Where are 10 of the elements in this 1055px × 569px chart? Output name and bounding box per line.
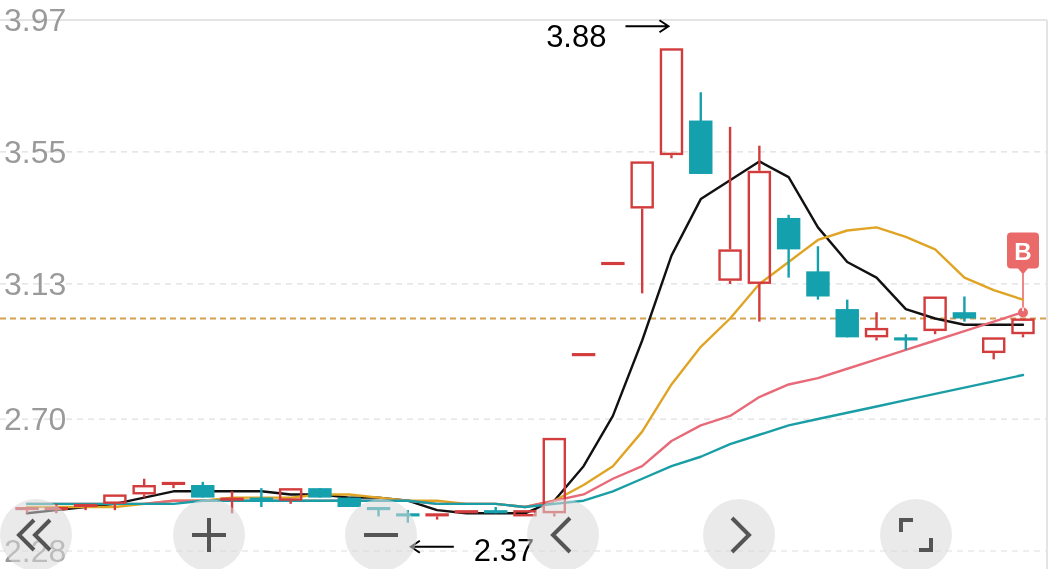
y-tick-label: 3.97 [4, 2, 67, 38]
y-tick-label: 3.13 [4, 265, 67, 302]
candlestick [952, 295, 977, 323]
annotation: 3.88 [546, 18, 607, 54]
y-tick-label: 2.70 [4, 401, 67, 438]
annotation: B [1014, 237, 1032, 265]
y-tick-label: 3.55 [4, 133, 67, 170]
candlestick [864, 311, 889, 342]
annotation: 2.37 [473, 532, 535, 568]
candlestick [747, 144, 772, 323]
